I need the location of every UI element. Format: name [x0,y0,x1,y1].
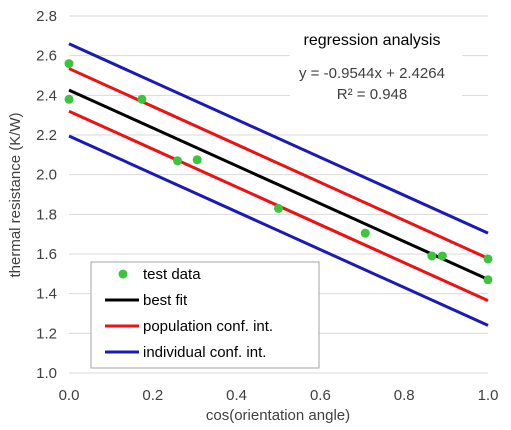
y-tick-label-3: 1.6 [36,246,57,263]
regression-equation: y = -0.9544x + 2.4264 [299,65,445,82]
y-tick-label-0: 1.0 [36,365,57,382]
tick-labels: 1.0 1.2 1.4 1.6 1.8 2.0 2.2 2.4 2.6 2.8 0.0 0.2 0.4 0… [36,8,498,404]
data-point-9 [483,254,493,264]
y-tick-label-9: 2.8 [36,8,57,25]
annotation-title: regression analysis [304,32,441,49]
data-point-10 [483,275,493,285]
test-data-points [64,59,493,285]
data-point-1 [64,94,74,104]
individual-conf-int-line-2 [68,134,489,327]
y-tick-label-7: 2.4 [36,87,57,104]
y-axis-title: thermal resistance (K/W) [7,112,24,277]
y-tick-label-2: 1.4 [36,286,57,303]
best-fit-line-1 [68,88,489,281]
y-tick-label-4: 1.8 [36,206,57,223]
x-tick-label-4: 0.8 [394,387,415,404]
x-tick-label-2: 0.4 [226,387,247,404]
x-tick-label-1: 0.2 [142,387,163,404]
legend-best-fit-label: best fit [143,292,188,309]
fit-lines [68,42,489,327]
x-tick-label-5: 1.0 [478,387,499,404]
x-tick-label-0: 0.0 [59,387,80,404]
data-point-4 [192,155,202,165]
x-tick-label-3: 0.6 [310,387,331,404]
legend: test data best fit population conf. int.… [90,261,320,369]
y-tick-label-1: 1.2 [36,325,57,342]
y-tick-label-6: 2.2 [36,127,57,144]
data-point-8 [437,251,447,261]
r-squared-value: R² = 0.948 [337,86,407,103]
data-point-5 [274,203,283,213]
annotation-background [290,25,462,105]
y-tick-label-5: 2.0 [36,167,57,184]
individual-conf-int-line-1 [68,42,489,235]
legend-test-data-label: test data [143,266,201,283]
x-axis-title: cos(orientation angle) [206,407,350,424]
y-tick-label-8: 2.6 [36,48,57,65]
data-point-0 [64,59,74,69]
data-point-6 [360,228,370,238]
data-point-2 [137,94,147,104]
legend-individual-ci-label: individual conf. int. [143,344,266,361]
legend-population-ci-label: population conf. int. [143,318,273,335]
legend-box [90,261,320,369]
regression-annotation: regression analysis y = -0.9544x + 2.426… [290,25,462,105]
data-point-7 [427,251,437,261]
data-point-3 [173,156,183,166]
legend-test-data-marker [118,269,128,279]
